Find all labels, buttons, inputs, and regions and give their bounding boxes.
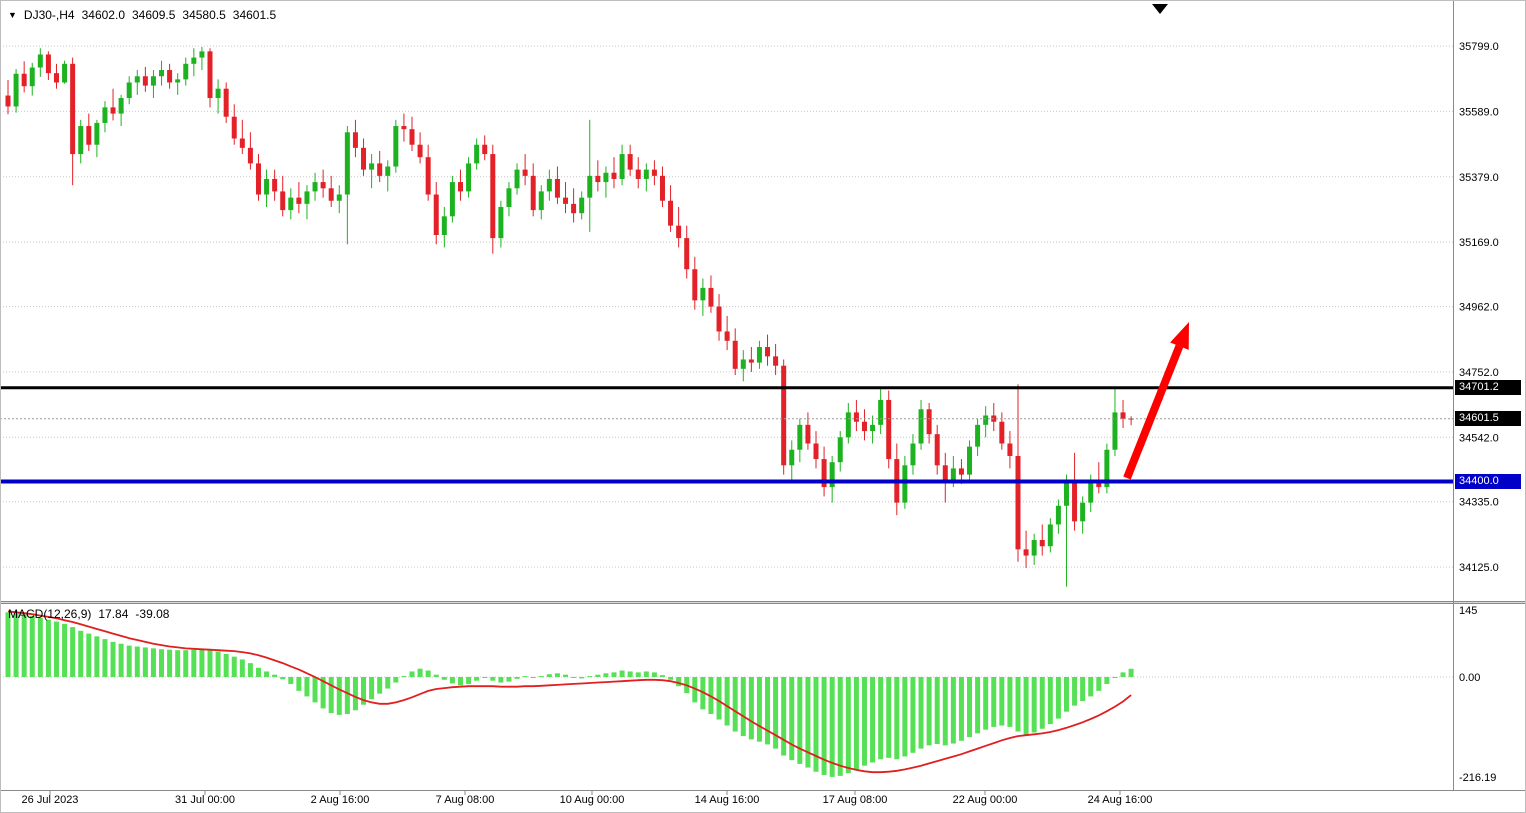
price-gridlines [0,45,1453,568]
svg-text:14 Aug 16:00: 14 Aug 16:00 [695,794,760,806]
svg-text:35589.0: 35589.0 [1459,106,1499,118]
macd-signal-line [7,610,1132,774]
svg-text:10 Aug 00:00: 10 Aug 00:00 [560,794,625,806]
candlesticks [5,46,1134,587]
svg-text:145: 145 [1459,605,1477,617]
svg-text:34962.0: 34962.0 [1459,302,1499,314]
price-tag-resistance: 34701.2 [1455,380,1521,396]
symbol-timeframe-label: DJ30-,H4 [23,8,75,22]
svg-text:35379.0: 35379.0 [1459,172,1499,184]
svg-text:34752.0: 34752.0 [1459,367,1499,379]
svg-text:17 Aug 08:00: 17 Aug 08:00 [823,794,888,806]
ohlc-close: 34601.5 [232,8,277,22]
svg-text:26 Jul 2023: 26 Jul 2023 [22,794,79,806]
svg-text:35169.0: 35169.0 [1459,237,1499,249]
macd-info-bar: MACD(12,26,9) 17.84 -39.08 [8,607,169,621]
ohlc-high: 34609.5 [132,8,176,22]
svg-text:34335.0: 34335.0 [1459,497,1499,509]
svg-text:7 Aug 08:00: 7 Aug 08:00 [436,794,495,806]
svg-text:35799.0: 35799.0 [1459,41,1499,53]
svg-text:34125.0: 34125.0 [1459,562,1499,574]
macd-histogram [5,612,1134,777]
one-click-trading-toggle[interactable]: ▼ [8,10,17,20]
price-tag-support: 34400.0 [1455,474,1521,489]
macd-axis-labels: 145 0.00 -216.19 [1459,605,1496,784]
svg-text:34542.0: 34542.0 [1459,432,1499,444]
svg-text:-216.19: -216.19 [1459,772,1496,784]
svg-text:0.00: 0.00 [1459,672,1480,684]
svg-text:22 Aug 00:00: 22 Aug 00:00 [953,794,1018,806]
macd-signal-value: -39.08 [135,607,170,621]
price-axis-labels: 35799.0 35589.0 35379.0 35169.0 34962.0 34752… [1459,41,1499,574]
symbol-info-bar: ▼ DJ30-,H4 34602.0 34609.5 34580.5 34601… [8,8,276,22]
time-axis-labels: 26 Jul 2023 31 Jul 00:00 2 Aug 16:00 7 Aug … [22,791,1153,806]
ohlc-open: 34602.0 [81,8,125,22]
macd-main-value: 17.84 [98,607,129,621]
ohlc-low: 34580.5 [182,8,226,22]
time-axis[interactable] [0,791,1526,813]
chart-shift-marker[interactable] [1152,4,1168,14]
svg-text:24 Aug 16:00: 24 Aug 16:00 [1088,794,1153,806]
svg-text:2 Aug 16:00: 2 Aug 16:00 [311,794,370,806]
trend-arrow[interactable] [1123,322,1189,480]
svg-text:31 Jul 00:00: 31 Jul 00:00 [175,794,235,806]
macd-indicator-label: MACD(12,26,9) [8,607,92,621]
price-tag-current: 34601.5 [1455,411,1521,427]
